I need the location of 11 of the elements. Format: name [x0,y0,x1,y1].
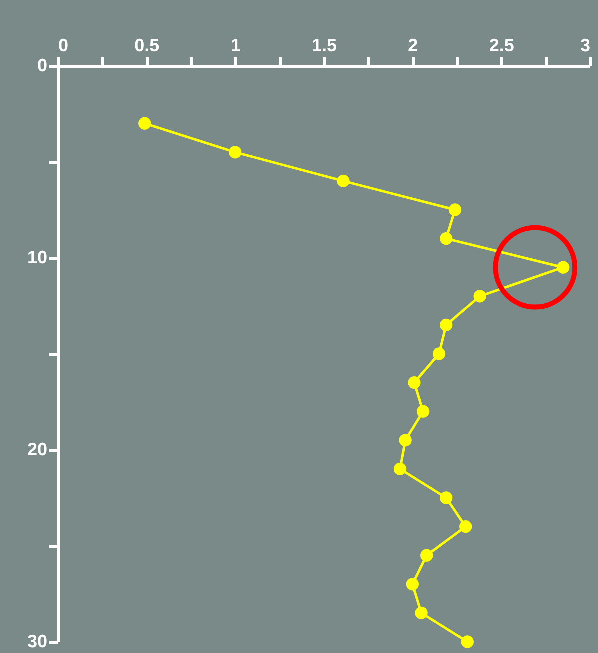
x-tick-label: 0 [58,36,69,56]
y-tick-label: 10 [27,248,48,268]
x-tick-label: 2.5 [489,36,514,56]
x-tick-label: 3 [580,36,590,56]
x-tick-label: 2 [408,36,418,56]
x-tick-label: 1.5 [312,36,338,56]
y-tick-label: 20 [27,440,48,460]
y-tick-label: 30 [27,632,48,652]
y-tick-label: 0 [37,56,48,76]
x-tick-label: 1 [230,36,241,56]
x-tick-label: 0.5 [134,36,160,56]
